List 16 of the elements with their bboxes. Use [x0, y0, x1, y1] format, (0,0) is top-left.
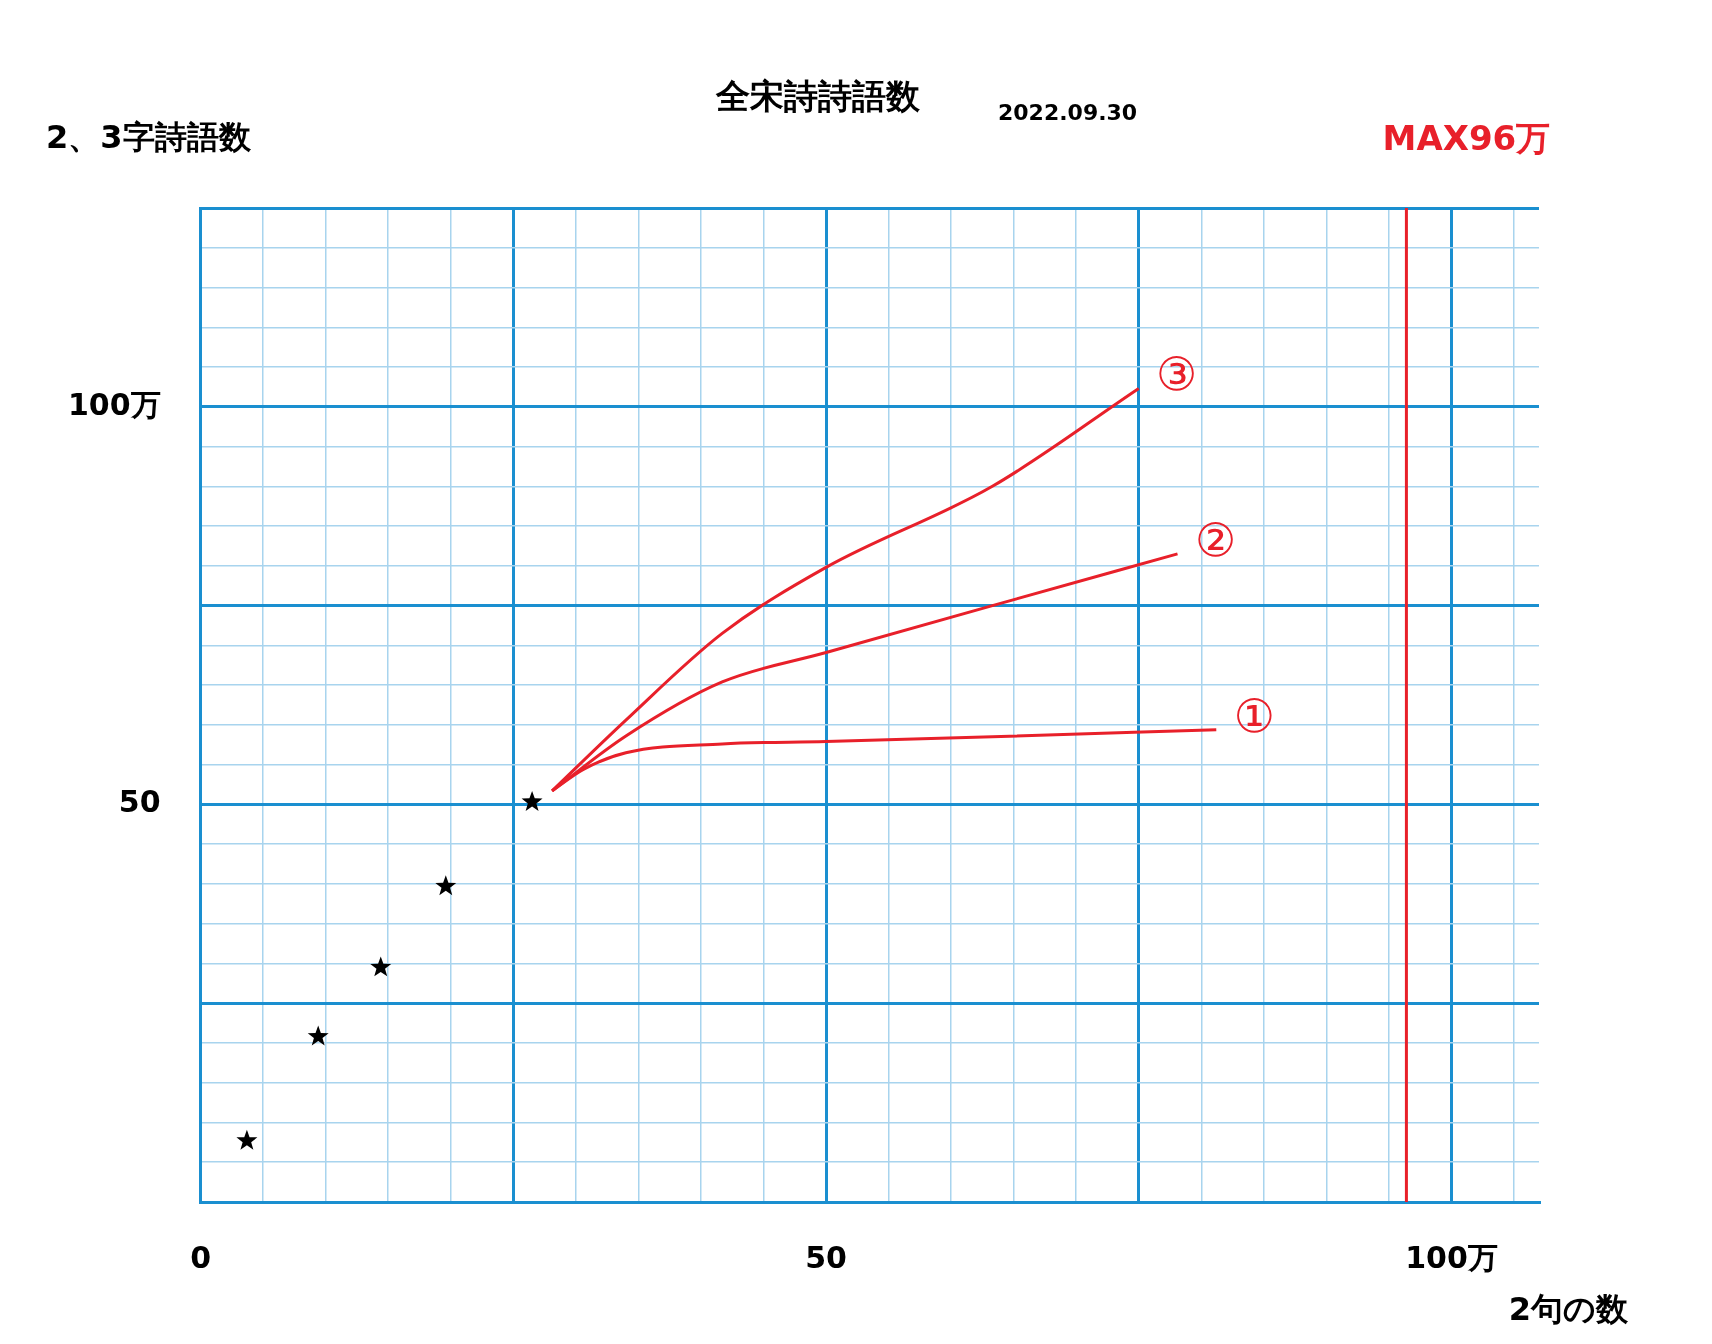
point [521, 791, 543, 811]
point [236, 1129, 258, 1150]
point [435, 875, 457, 896]
chart-title: 全宋詩詩語数 [715, 76, 921, 116]
point [307, 1025, 329, 1046]
annotation: ① [1233, 688, 1275, 743]
x-tick-label: 0 [190, 1239, 212, 1275]
x-axis-title: 2句の数 [1508, 1290, 1629, 1328]
ref-line-label: MAX96万 [1382, 117, 1551, 158]
x-tick-label: 50 [805, 1239, 847, 1275]
annotation: ③ [1156, 347, 1198, 402]
point [370, 956, 392, 977]
annotation: ② [1194, 512, 1237, 567]
x-tick-label: 100万 [1405, 1239, 1498, 1275]
chart-subtitle: 2022.09.30 [998, 100, 1138, 125]
y-axis-title: 2、3字詩語数 [46, 118, 252, 156]
